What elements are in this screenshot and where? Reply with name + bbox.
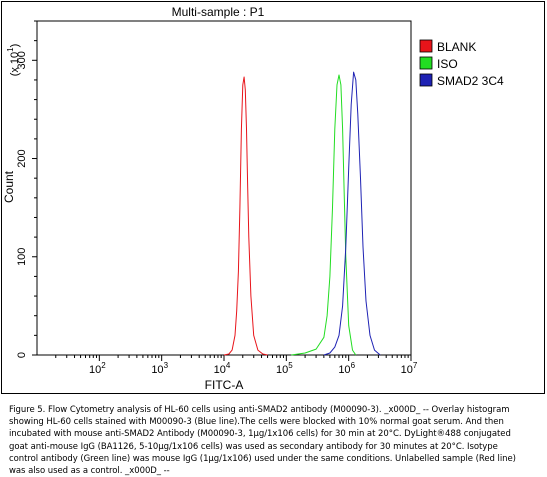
x-tick-label: 103	[151, 361, 168, 376]
x-axis-label: FITC-A	[205, 378, 244, 392]
x-tick-base: 10	[214, 364, 226, 376]
histogram-chart: Multi-sample : P1 (x 101) Count FITC-A 0…	[2, 5, 504, 392]
legend-label: SMAD2 3C4	[437, 74, 504, 88]
x-tick-label: 102	[89, 361, 106, 376]
x-tick-label: 104	[214, 361, 231, 376]
y-multiplier-text: (x 10	[9, 52, 21, 76]
x-axis: 102 103 104 105 106 107	[55, 355, 418, 376]
y-multiplier-exponent: 1	[6, 47, 15, 52]
series-line-smad2-3c4	[323, 71, 381, 356]
x-tick-base: 10	[89, 364, 101, 376]
x-tick-base: 10	[401, 364, 413, 376]
x-tick-exponent: 7	[413, 361, 418, 370]
x-tick-label: 105	[276, 361, 293, 376]
y-tick-label: 0	[16, 352, 28, 358]
y-tick-label: 300	[16, 51, 28, 69]
svg-text:(x 101): (x 101)	[6, 44, 21, 77]
y-axis-label: Count	[2, 170, 16, 203]
x-tick-label: 106	[338, 361, 355, 376]
plot-area	[36, 20, 412, 356]
figure-frame	[1, 1, 545, 394]
legend: BLANK ISO SMAD2 3C4	[419, 39, 504, 88]
x-tick-exponent: 3	[164, 361, 169, 370]
y-tick-label: 100	[16, 248, 28, 266]
x-tick-label: 107	[401, 361, 418, 376]
x-tick-base: 10	[276, 364, 288, 376]
y-tick-label: 200	[16, 149, 28, 167]
x-tick-exponent: 4	[226, 361, 231, 370]
x-tick-base: 10	[151, 364, 163, 376]
legend-swatch	[419, 39, 433, 53]
y-multiplier: (x 101)	[6, 44, 21, 77]
legend-label: BLANK	[437, 40, 476, 54]
series-group	[223, 71, 381, 356]
x-tick-exponent: 2	[101, 361, 106, 370]
series-line-blank	[223, 76, 268, 356]
series-line-iso	[291, 74, 357, 356]
x-tick-exponent: 5	[288, 361, 293, 370]
legend-label: ISO	[437, 57, 458, 71]
legend-swatch	[419, 73, 433, 87]
figure-caption: Figure 5. Flow Cytometry analysis of HL-…	[9, 405, 516, 477]
y-axis: 0 100 200 300	[16, 20, 37, 358]
legend-swatch	[419, 56, 433, 70]
x-tick-exponent: 6	[351, 361, 356, 370]
chart-title: Multi-sample : P1	[172, 5, 265, 19]
x-tick-base: 10	[338, 364, 350, 376]
